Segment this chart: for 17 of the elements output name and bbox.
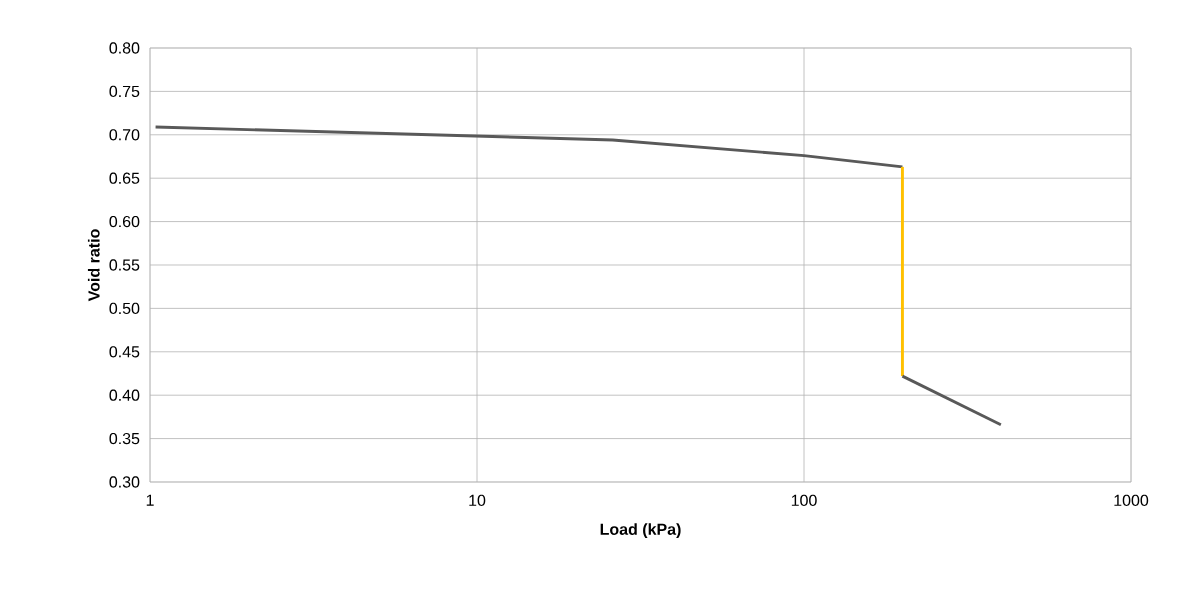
y-tick-label: 0.65 [109, 172, 140, 184]
y-tick-label: 0.35 [109, 432, 140, 445]
x-tick-label: 1 [146, 494, 154, 506]
y-tick-label: 0.60 [109, 215, 140, 228]
y-tick-label: 0.50 [109, 302, 140, 315]
y-tick-label: 0.55 [109, 259, 140, 271]
x-tick-label: 100 [791, 494, 817, 507]
y-axis-title: Void ratio [87, 229, 100, 302]
y-tick-label: 0.70 [109, 129, 140, 141]
y-tick-label: 0.30 [109, 476, 140, 488]
y-tick-label: 0.40 [109, 389, 140, 401]
x-axis-title: Load (kPa) [600, 523, 681, 539]
x-tick-label: 10 [469, 494, 486, 507]
y-tick-label: 0.45 [109, 346, 140, 358]
x-tick-label: 1000 [1114, 494, 1149, 507]
y-tick-label: 0.75 [109, 85, 140, 98]
y-tick-label: 0.80 [109, 42, 140, 54]
